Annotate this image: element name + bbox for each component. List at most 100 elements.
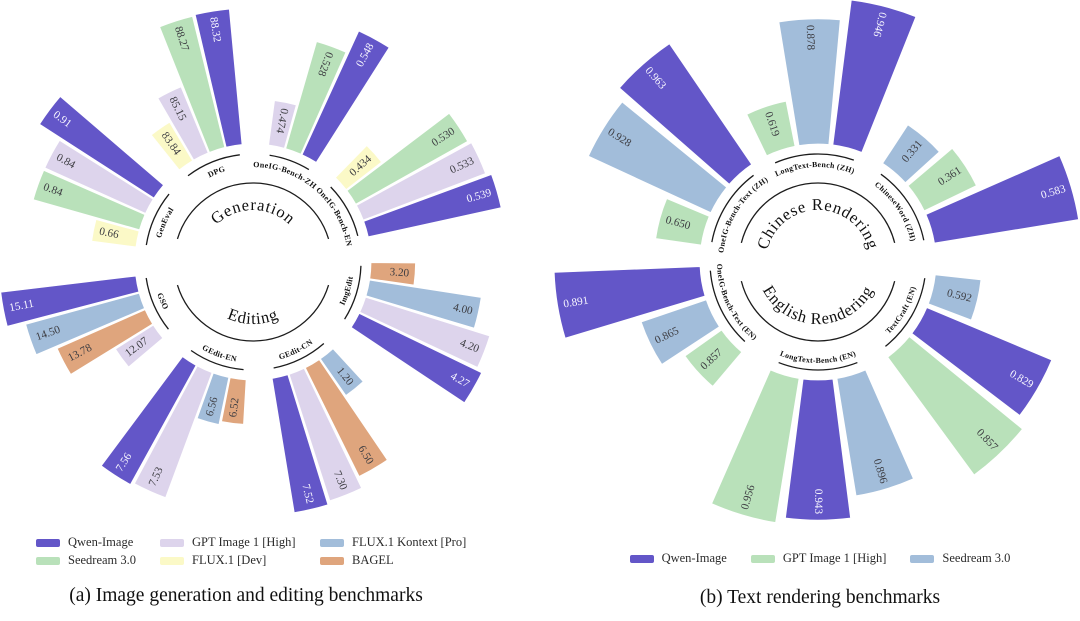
bar: [39, 95, 165, 199]
bar-value-label: 4.00: [452, 301, 474, 317]
bar: [640, 299, 720, 365]
legend-swatch-icon: [750, 554, 775, 563]
legend-label: FLUX.1 [Dev]: [192, 553, 267, 567]
section-arc: [740, 182, 896, 244]
section-title: Chinese Rendering: [753, 195, 883, 252]
benchmark-label: LongText-Bench (ZH): [774, 160, 857, 178]
legend-label: GPT Image 1 [High]: [782, 551, 887, 565]
benchmark-tick-arc: [774, 153, 855, 164]
benchmark-label: OneIG-Bench-ZH: [253, 160, 319, 191]
legend-item: GPT Image 1 [High]: [160, 535, 320, 550]
benchmark-tick-arc: [187, 154, 240, 177]
legend-item: FLUX.1 [Dev]: [160, 553, 320, 568]
bar: [0, 275, 140, 327]
benchmark-label: DPG: [206, 164, 226, 179]
legend-label: Qwen-Image: [68, 535, 134, 549]
benchmark-tick-arc: [778, 361, 858, 371]
bar-value-label: 3.20: [389, 266, 410, 279]
benchmark-tick-arc: [269, 154, 310, 171]
bar: [196, 372, 230, 426]
benchmark-label-text: DPG: [206, 164, 226, 179]
benchmark-tick-arc: [145, 277, 169, 330]
section-title-text: Generation: [207, 195, 299, 228]
bar-value-label: 0.474: [273, 107, 290, 134]
benchmark-tick-arc: [273, 343, 325, 369]
section-arc: [176, 284, 330, 342]
section-arc: [740, 280, 896, 342]
bar: [334, 145, 383, 191]
legend-swatch-icon: [160, 556, 184, 565]
legend-swatch-icon: [160, 538, 184, 547]
benchmark-tick-arc: [711, 174, 754, 243]
bar: [655, 198, 710, 246]
benchmark-label: ImgEdit: [338, 275, 355, 306]
bar: [350, 312, 483, 404]
bar: [288, 367, 363, 502]
benchmark-label: TextCraft (EN): [884, 285, 918, 335]
benchmark-label-text: TextCraft (EN): [884, 285, 918, 335]
legend-label: Qwen-Image: [661, 551, 727, 565]
bar: [221, 377, 247, 425]
legend-swatch-icon: [320, 538, 344, 547]
legend-item: Seedream 3.0: [910, 551, 1010, 566]
benchmark-label-text: GEdit-CN: [278, 337, 314, 361]
bar: [271, 374, 329, 514]
bar: [587, 101, 728, 214]
bar: [365, 279, 482, 329]
legend-swatch-icon: [629, 554, 654, 563]
bar: [301, 30, 390, 163]
benchmark-label-text: LongText-Bench (ZH): [774, 160, 856, 178]
benchmark-tick-arc: [145, 193, 170, 246]
bar: [882, 124, 940, 184]
bar: [114, 324, 164, 368]
legend-label: FLUX.1 Kontext [Pro]: [352, 535, 467, 549]
benchmark-label-text: GEdit-EN: [201, 343, 238, 364]
legend-item: Seedream 3.0: [36, 553, 160, 568]
legend-label: GPT Image 1 [High]: [192, 535, 296, 549]
bar: [285, 41, 347, 155]
bar: [133, 365, 213, 499]
bar: [836, 369, 914, 497]
bar: [346, 112, 469, 205]
legend-swatch-icon: [910, 554, 935, 563]
bar: [778, 18, 841, 146]
bar: [907, 147, 977, 212]
benchmark-label-text: GSO: [155, 292, 170, 312]
section-title-text: Chinese Rendering: [753, 195, 883, 252]
legend-right: Qwen-Image GPT Image 1 [High] Seedream 3.0: [600, 551, 1040, 566]
legend-left: Qwen-Image GPT Image 1 [High] FLUX.1 Konte…: [36, 535, 500, 568]
benchmark-label: GSO: [155, 292, 170, 312]
legend-label: BAGEL: [352, 553, 394, 567]
bar: [363, 173, 502, 238]
benchmark-tick-arc: [344, 265, 362, 320]
bar: [887, 336, 1024, 476]
benchmark-tick-arc: [330, 186, 359, 237]
benchmark-label: GEdit-CN: [278, 337, 315, 361]
bar-value-label: 88.32: [207, 16, 223, 43]
caption-image-generation-editing: (a) Image generation and editing benchma…: [69, 585, 423, 606]
legend-label: Seedream 3.0: [942, 551, 1011, 565]
legend-label: Seedream 3.0: [68, 553, 137, 567]
bar: [711, 369, 800, 524]
benchmark-tick-arc: [885, 278, 926, 347]
bar: [268, 100, 297, 149]
section-title-text: English Rendering: [759, 282, 876, 328]
bar: [684, 329, 743, 387]
legend-item: Qwen-Image: [629, 551, 727, 566]
section-title: Generation: [207, 195, 300, 228]
bar: [911, 307, 1053, 416]
bar-value-label: 6.52: [227, 397, 241, 418]
section-title: Editing: [225, 304, 281, 328]
bar: [553, 266, 706, 339]
bar: [927, 274, 982, 321]
legend-item: Qwen-Image: [36, 535, 160, 550]
legend-swatch-icon: [36, 556, 60, 565]
legend-item: BAGEL: [320, 553, 500, 568]
benchmark-label: GEdit-EN: [201, 343, 238, 364]
benchmark-tick-arc: [880, 173, 925, 241]
bar-value-label: 6.56: [204, 395, 221, 417]
bar-value-label: 0.66: [98, 226, 120, 242]
bar: [319, 348, 364, 396]
caption-text-rendering: (b) Text rendering benchmarks: [699, 587, 941, 608]
